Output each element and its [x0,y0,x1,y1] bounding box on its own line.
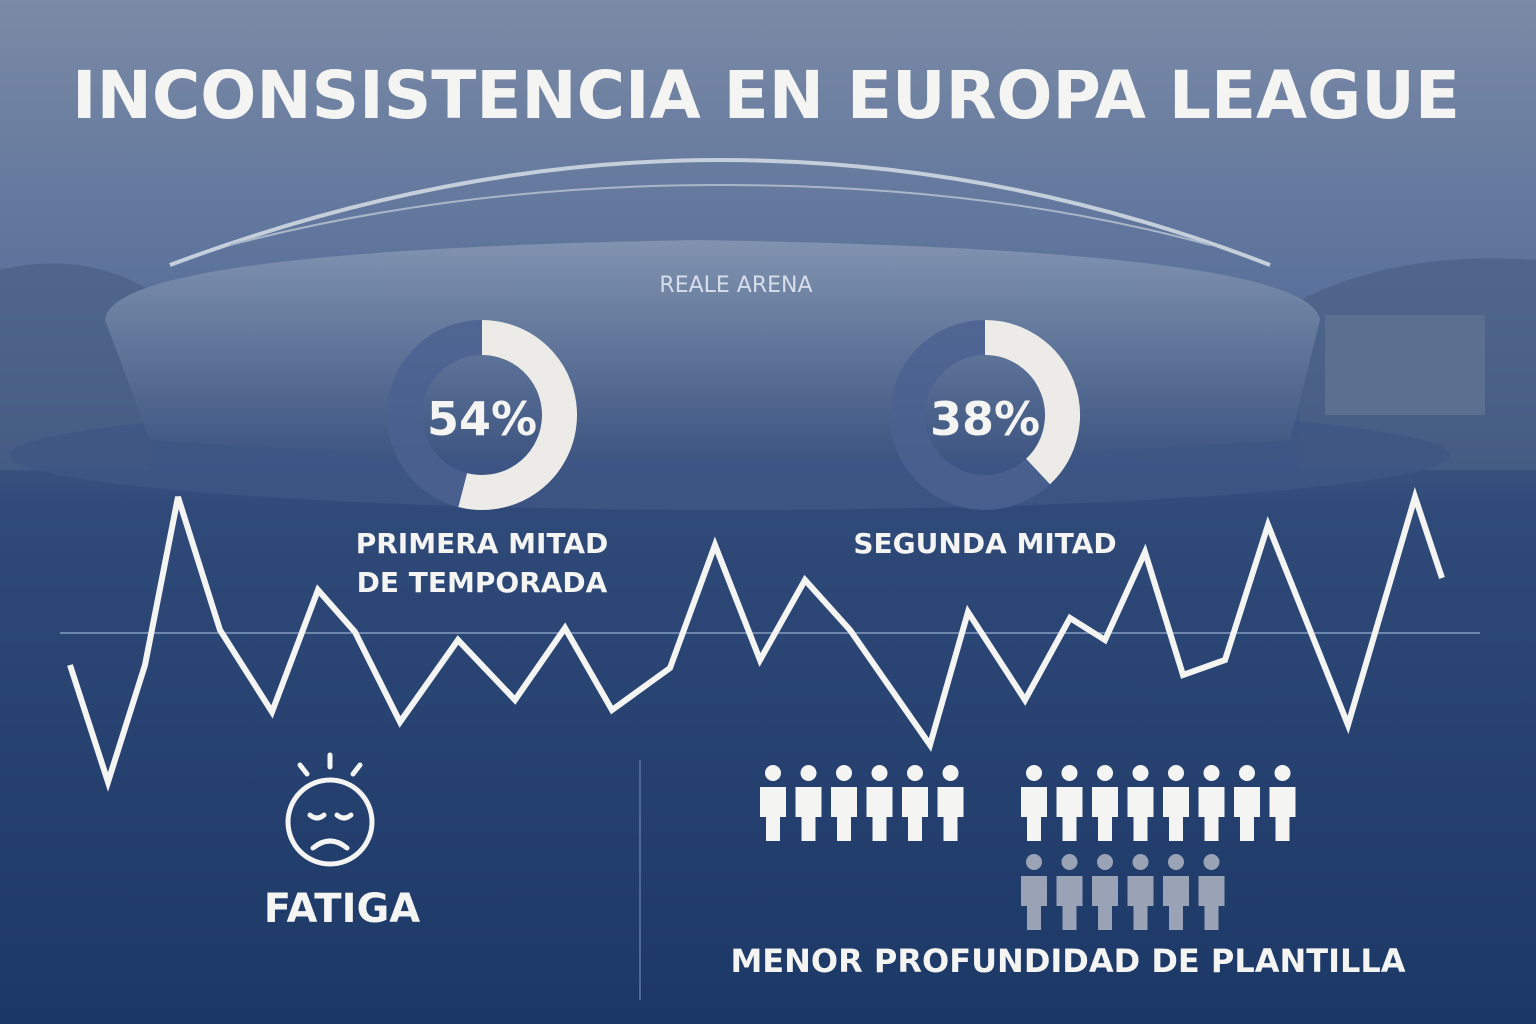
stadium-roof-inner [229,183,1211,246]
person-head [1132,765,1149,781]
person-head [800,765,817,781]
person-body [1234,787,1260,841]
person-body [1021,787,1047,841]
person-head [1097,854,1113,870]
person-head [1097,765,1113,781]
donut-caption: DE TEMPORADA [357,566,608,599]
person-body [1021,876,1047,930]
donut-arc [458,320,577,510]
person-head [1203,765,1220,781]
trend-line [67,486,1445,792]
person-body [1163,876,1189,930]
title: INCONSISTENCIA EN EUROPA LEAGUE [72,57,1460,134]
person-head [942,765,959,781]
donut-caption: SEGUNDA MITAD [853,527,1116,560]
person-body [831,787,857,841]
squad-icons [760,765,1296,930]
person-body [795,787,822,841]
person-body [1198,876,1225,930]
person-body [1127,876,1154,930]
person-body [1056,876,1083,930]
person-head [1274,765,1291,781]
donut-value: 38% [930,392,1040,446]
person-body [1092,876,1118,930]
donut-charts: 54% PRIMERA MITAD DE TEMPORADA 38% SEGUNDA M… [356,320,1117,599]
person-body [1056,787,1083,841]
person-head [1168,854,1184,870]
fatigue-label: FATIGA [264,886,421,932]
donut-arc [984,320,1080,485]
stadium-roof [169,157,1271,267]
person-body [1269,787,1296,841]
person-body [902,787,928,841]
person-head [1061,765,1078,781]
person-body [1163,787,1189,841]
person-body [1127,787,1154,841]
person-head [765,765,781,781]
person-head [836,765,852,781]
person-head [871,765,888,781]
building [1325,315,1485,415]
person-body [760,787,786,841]
donut-value: 54% [427,392,537,446]
person-head [1168,765,1184,781]
person-head [1203,854,1220,870]
person-head [1132,854,1149,870]
person-head [907,765,923,781]
sad-face [285,752,375,867]
person-body [1198,787,1225,841]
person-body [866,787,893,841]
squad-label: MENOR PROFUNDIDAD DE PLANTILLA [730,942,1405,980]
person-head [1026,765,1042,781]
person-body [1092,787,1118,841]
person-head [1061,854,1078,870]
person-head [1239,765,1255,781]
person-head [1026,854,1042,870]
donut-caption: PRIMERA MITAD [356,527,609,560]
person-body [937,787,964,841]
stadium-sign: REALE ARENA [659,273,812,298]
